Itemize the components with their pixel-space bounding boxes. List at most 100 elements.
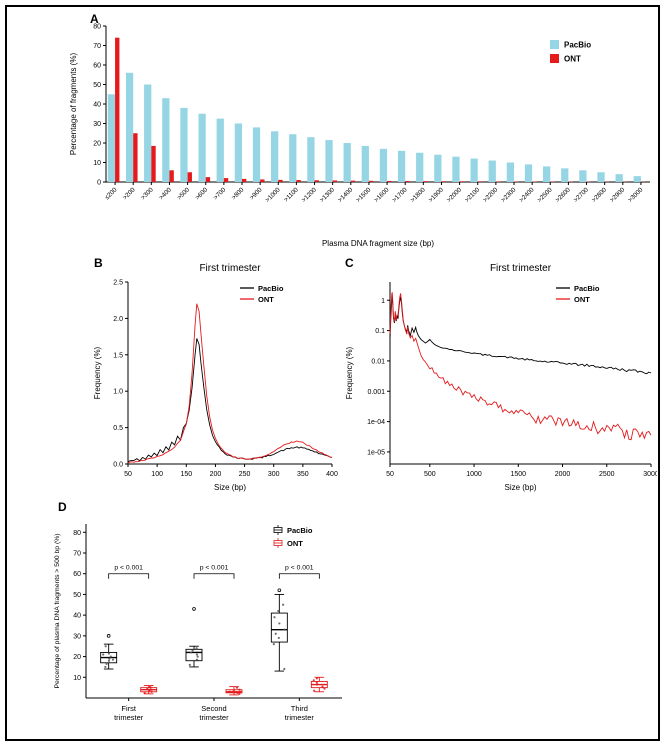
x-tick-label: >2500 xyxy=(536,186,554,204)
x-tick-label: >2000 xyxy=(446,186,464,204)
y-tick-label: 20 xyxy=(73,654,81,661)
data-point xyxy=(273,616,276,619)
line-pacbio xyxy=(389,295,652,375)
bar xyxy=(495,181,501,182)
y-tick-label: 60 xyxy=(93,63,101,70)
legend-label: PacBio xyxy=(287,526,313,535)
bar xyxy=(423,181,428,182)
x-tick-label: >500 xyxy=(176,186,191,201)
bar xyxy=(459,181,464,182)
x-tick-label: >900 xyxy=(249,186,264,201)
bar xyxy=(434,154,442,182)
y-axis-label: Frequency (%) xyxy=(345,346,354,399)
x-tick-label: 300 xyxy=(268,471,280,478)
data-point xyxy=(315,677,319,680)
legend: PacBio ONT xyxy=(240,284,284,304)
panel-b-title: First trimester xyxy=(199,263,261,274)
legend: PacBio ONT xyxy=(556,284,600,304)
x-tick-label: 250 xyxy=(239,471,251,478)
legend-label: PacBio xyxy=(564,41,591,50)
x-tick-label: >1300 xyxy=(319,186,337,204)
bar xyxy=(387,180,392,182)
bar xyxy=(470,158,478,182)
bar xyxy=(278,179,283,182)
legend-label: ONT xyxy=(287,539,303,548)
data-point xyxy=(236,691,239,694)
bar xyxy=(416,152,424,182)
bar xyxy=(332,180,338,182)
x-tick-label: 2500 xyxy=(599,471,615,478)
data-point xyxy=(274,632,277,635)
x-tick-label: 1500 xyxy=(510,471,526,478)
x-tick-label: >2200 xyxy=(482,186,500,204)
y-axis-label: Frequency (%) xyxy=(93,346,102,399)
bar xyxy=(307,137,315,182)
y-tick-label: 30 xyxy=(73,633,81,640)
p-value-label: p < 0.001 xyxy=(200,565,229,572)
legend: PacBio ONT xyxy=(273,525,313,548)
data-point xyxy=(232,689,235,692)
bar xyxy=(234,123,242,182)
data-point xyxy=(277,609,280,613)
data-point xyxy=(195,653,198,656)
data-point xyxy=(105,662,108,665)
line-pacbio xyxy=(127,338,333,463)
bar xyxy=(368,180,374,182)
data-point xyxy=(238,692,241,695)
legend-label: PacBio xyxy=(258,284,284,293)
x-tick-label: 1000 xyxy=(466,471,482,478)
y-tick-label: 0.1 xyxy=(375,328,385,335)
bar xyxy=(260,179,265,182)
y-tick-label: 10 xyxy=(73,675,81,682)
bar xyxy=(169,170,174,182)
bar xyxy=(452,156,460,182)
y-tick-label: 40 xyxy=(73,613,81,620)
bar xyxy=(397,150,406,182)
bar-series-ont xyxy=(115,37,646,183)
x-tick-label: >1500 xyxy=(355,186,373,204)
x-tick-label: >300 xyxy=(140,186,155,201)
bar xyxy=(488,160,496,182)
bar xyxy=(107,94,116,182)
data-point xyxy=(148,685,151,688)
panel-c-line-chart: 1 0.1 0.01 0.001 1e-04 1e-05 50 500 1000 1500 2000… xyxy=(342,258,657,500)
legend-label: ONT xyxy=(258,295,274,304)
box-pacbio-0 xyxy=(100,634,118,670)
data-point xyxy=(313,689,316,692)
data-point xyxy=(143,691,146,694)
box-ont-1 xyxy=(225,686,243,696)
x-tick-label: 50 xyxy=(124,471,132,478)
y-tick-label: 0.01 xyxy=(371,358,385,365)
bar xyxy=(223,178,229,182)
x-tick-label: 2000 xyxy=(555,471,571,478)
y-tick-label: 60 xyxy=(73,571,81,578)
data-point xyxy=(238,688,241,691)
y-tick-label: 0.0 xyxy=(113,462,123,469)
x-tick-label: >1900 xyxy=(427,186,445,204)
panel-b-line-chart: 0.0 0.5 1.0 1.5 2.0 2.5 50 100 150 200 250 300 350 40… xyxy=(88,258,338,500)
data-point xyxy=(277,636,280,640)
bar xyxy=(198,113,206,182)
bar xyxy=(561,168,569,182)
x-axis-label: Plasma DNA fragment size (bp) xyxy=(322,239,434,248)
data-point xyxy=(108,657,111,660)
panel-a-svg: 0 10 20 30 40 50 60 70 80 ≤200 >200 >300 >400 >500 >60… xyxy=(69,24,650,248)
bar xyxy=(477,181,483,182)
bar xyxy=(314,180,319,182)
bar-series-pacbio xyxy=(107,72,641,182)
y-tick-label: 30 xyxy=(93,121,101,128)
bar xyxy=(579,170,587,182)
panel-c-svg: 1 0.1 0.01 0.001 1e-04 1e-05 50 500 1000 1500 2000… xyxy=(345,282,657,492)
bar xyxy=(350,180,356,182)
y-tick-label: 70 xyxy=(73,551,81,558)
bar xyxy=(115,37,120,183)
data-point xyxy=(282,603,285,606)
x-tick-label: >2100 xyxy=(464,186,482,204)
y-tick-label: 20 xyxy=(93,141,101,148)
outlier-point xyxy=(277,588,282,593)
x-tick-label: 400 xyxy=(326,471,338,478)
x-tick-label: >1800 xyxy=(409,186,427,204)
bar xyxy=(252,127,261,182)
x-tick-label: 500 xyxy=(424,471,436,478)
bar xyxy=(379,148,388,182)
